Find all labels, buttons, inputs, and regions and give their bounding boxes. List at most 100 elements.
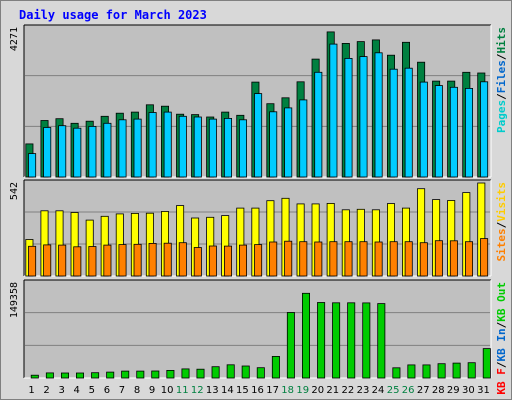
bar-files-day-25 <box>389 68 398 178</box>
bar-sites-day-4 <box>73 246 82 277</box>
bar-files-day-27 <box>419 81 428 178</box>
x-tick-label-15: 15 <box>236 385 249 396</box>
bar-files-day-1 <box>28 153 37 178</box>
bar-kb-out-day-23 <box>362 302 371 379</box>
bar-kb-out-day-25 <box>392 367 401 379</box>
bar-files-day-19 <box>299 99 308 178</box>
bar-sites-day-14 <box>223 245 232 277</box>
x-tick-label-6: 6 <box>104 385 110 396</box>
bar-files-day-2 <box>43 127 52 178</box>
bar-sites-day-26 <box>404 241 413 277</box>
x-tick-label-5: 5 <box>89 385 95 396</box>
x-tick-label-19: 19 <box>296 385 309 396</box>
x-tick-label-25: 25 <box>387 385 400 396</box>
x-tick-label-23: 23 <box>357 385 370 396</box>
bar-kb-out-day-24 <box>377 303 386 379</box>
bar-kb-out-day-6 <box>106 371 115 379</box>
x-tick-label-24: 24 <box>372 385 385 396</box>
bar-files-day-11 <box>178 115 187 178</box>
x-tick-label-14: 14 <box>221 385 234 396</box>
bar-kb-out-day-28 <box>437 363 446 379</box>
legend-visits: Sites/Visits <box>495 182 508 262</box>
bar-kb-out-day-3 <box>61 372 70 379</box>
bar-files-day-15 <box>238 119 247 178</box>
x-tick-label-20: 20 <box>311 385 324 396</box>
bar-files-day-14 <box>223 118 232 178</box>
bar-sites-day-22 <box>344 241 353 277</box>
bar-sites-day-1 <box>28 245 37 277</box>
bar-kb-out-day-13 <box>211 366 220 379</box>
legend-entry: KB In <box>495 328 508 361</box>
bar-files-day-21 <box>329 43 338 178</box>
x-tick-label-10: 10 <box>161 385 174 396</box>
bar-sites-day-18 <box>284 240 293 277</box>
bar-kb-out-day-16 <box>256 367 265 379</box>
bar-kb-out-day-9 <box>151 370 160 379</box>
x-tick-label-8: 8 <box>134 385 140 396</box>
legend-entry: Files <box>495 60 508 93</box>
bar-sites-day-28 <box>434 240 443 277</box>
bar-kb-out-day-15 <box>241 365 250 379</box>
x-tick-label-2: 2 <box>43 385 49 396</box>
bar-files-day-23 <box>359 56 368 178</box>
x-tick-label-29: 29 <box>447 385 460 396</box>
bar-kb-out-day-10 <box>166 369 175 379</box>
bar-sites-day-12 <box>193 247 202 277</box>
legend-requests: Pages/Files/Hits <box>495 27 508 133</box>
legend-entry: / <box>495 53 508 60</box>
chart-title: Daily usage for March 2023 <box>19 8 207 22</box>
legend-kbytes: KB F/KB In/KB Out <box>495 282 508 395</box>
bar-files-day-28 <box>434 85 443 178</box>
y-max-label-requests: 4271 <box>9 27 20 51</box>
bar-kb-out-day-26 <box>407 364 416 379</box>
bar-files-day-9 <box>148 112 157 178</box>
bar-sites-day-11 <box>178 242 187 277</box>
legend-entry: / <box>495 93 508 100</box>
bar-sites-day-6 <box>103 244 112 277</box>
bar-sites-day-17 <box>269 241 278 277</box>
bar-sites-day-27 <box>419 242 428 277</box>
bar-files-day-13 <box>208 118 217 178</box>
bar-files-day-3 <box>58 125 67 178</box>
bar-sites-day-2 <box>43 244 52 277</box>
x-tick-label-1: 1 <box>28 385 34 396</box>
bar-files-day-7 <box>118 119 127 178</box>
bar-kb-out-day-1 <box>30 374 39 379</box>
bar-files-day-5 <box>88 126 97 178</box>
legend-entry: Pages <box>495 100 508 133</box>
bar-files-day-30 <box>464 88 473 178</box>
bar-kb-out-day-19 <box>301 292 310 379</box>
bar-files-day-20 <box>314 71 323 178</box>
x-tick-label-3: 3 <box>59 385 65 396</box>
bar-files-day-6 <box>103 122 112 178</box>
bar-files-day-12 <box>193 116 202 178</box>
bar-sites-day-20 <box>314 241 323 277</box>
x-tick-label-27: 27 <box>417 385 430 396</box>
bar-kb-out-day-17 <box>271 355 280 379</box>
bar-kb-out-day-7 <box>121 370 130 379</box>
x-tick-label-30: 30 <box>462 385 475 396</box>
bar-kb-out-day-12 <box>196 368 205 379</box>
bar-files-day-10 <box>163 111 172 178</box>
legend-entry: / <box>495 361 508 368</box>
legend-entry: KB Out <box>495 282 508 322</box>
bar-sites-day-16 <box>254 244 263 277</box>
bar-files-day-24 <box>374 52 383 178</box>
bar-kb-out-day-18 <box>286 312 295 379</box>
bar-files-day-17 <box>269 111 278 178</box>
legend-entry: / <box>495 321 508 328</box>
bar-sites-day-15 <box>238 244 247 277</box>
legend-entry: Visits <box>495 182 508 222</box>
x-tick-label-22: 22 <box>342 385 355 396</box>
x-tick-label-31: 31 <box>477 385 490 396</box>
bar-sites-day-5 <box>88 246 97 277</box>
bar-kb-out-day-20 <box>317 302 326 379</box>
bar-sites-day-13 <box>208 245 217 277</box>
panel-requests: 4271 Pages/Files/Hits <box>9 24 508 178</box>
bar-files-day-4 <box>73 127 82 178</box>
x-tick-label-16: 16 <box>251 385 264 396</box>
x-tick-label-4: 4 <box>74 385 80 396</box>
plot-area-kbytes <box>24 280 491 378</box>
